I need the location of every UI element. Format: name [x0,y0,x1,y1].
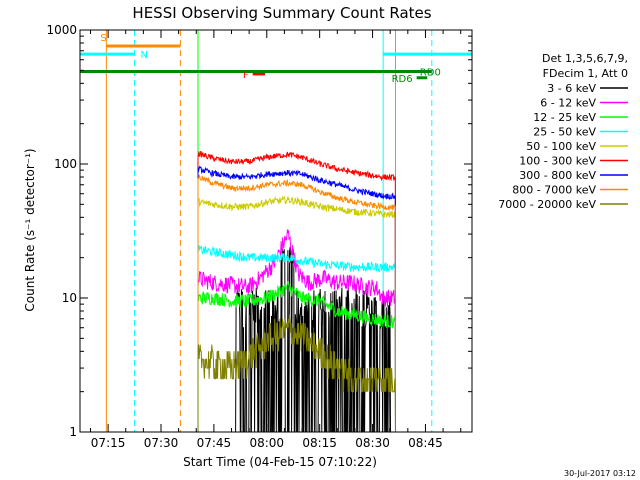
x-axis-label: Start Time (04-Feb-15 07:10:22) [183,455,377,469]
x-tick-label: 08:30 [355,436,390,450]
legend-label: 50 - 100 keV [526,140,596,153]
y-tick-label: 100 [54,157,77,171]
flag-label-rd6: RD6 [392,74,413,85]
legend-label: 6 - 12 keV [540,97,596,110]
series-layer [197,150,396,433]
y-tick-label: 1000 [46,23,77,37]
series-line-4 [197,244,396,433]
footer-date: 30-Jul-2017 03:12 [564,469,636,478]
legend-label: 100 - 300 keV [519,155,596,168]
plot-frame [79,29,473,433]
series-line-9 [197,314,396,433]
x-tick-label: 08:15 [302,436,337,450]
chart-title: HESSI Observing Summary Count Rates [132,4,431,22]
legend-label: 3 - 6 keV [547,82,596,95]
legend-label: 12 - 25 keV [533,111,596,124]
x-tick-label: 08:00 [249,436,284,450]
series-line-7 [197,165,396,433]
y-axis-label: Count Rate (s⁻¹ detector⁻¹) [23,148,37,311]
flag-label-n: N [141,50,148,61]
series-line-8 [197,174,396,433]
series-line-3 [197,280,396,433]
legend-header-line-2: FDecim 1, Att 0 [543,67,628,80]
x-tick-label: 07:45 [197,436,232,450]
series-line-6 [197,150,396,433]
legend-label: 7000 - 20000 keV [498,198,596,211]
x-tick-label: 08:45 [408,436,443,450]
flag-label-rd0: RD0 [420,68,441,79]
series-line-5 [197,195,396,433]
legend: Det 1,3,5,6,7,9, FDecim 1, Att 0 3 - 6 k… [498,52,628,211]
flag-label-s: S [100,33,106,44]
x-tick-label: 07:30 [144,436,179,450]
bar-layer: S N F RD0 RD6 [80,33,472,85]
legend-label: 25 - 50 keV [533,126,596,139]
y-tick-label: 1 [69,425,77,439]
legend-header-line-1: Det 1,3,5,6,7,9, [542,52,628,65]
x-tick-label: 07:15 [91,436,126,450]
legend-label: 300 - 800 keV [519,169,596,182]
flag-label-f: F [243,70,249,81]
axes-layer: 1 10 100 1000 07:15 07:30 07:45 08:00 08:15 08:30… [46,23,473,450]
y-tick-label: 10 [62,291,77,305]
legend-label: 800 - 7000 keV [512,184,596,197]
